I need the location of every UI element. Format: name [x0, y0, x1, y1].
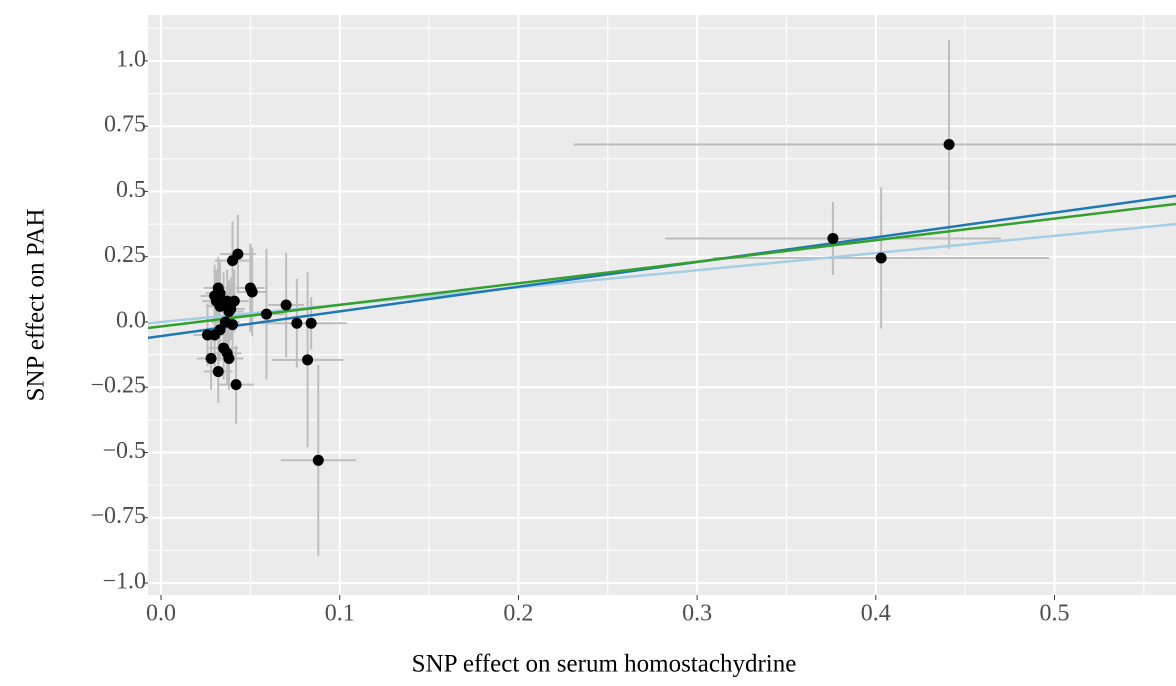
x-tick-label: 0.2 — [503, 601, 533, 627]
y-tick-label: −1.0 — [102, 568, 146, 594]
x-tick-label: 0.0 — [146, 601, 176, 627]
point — [214, 300, 226, 312]
x-tick-label: 0.5 — [1039, 601, 1069, 627]
point — [225, 303, 237, 315]
y-tick-label: 1.0 — [116, 46, 146, 72]
x-tick-label: 0.1 — [325, 601, 355, 627]
point — [280, 299, 292, 311]
point — [219, 316, 231, 328]
point — [205, 353, 217, 365]
y-axis-title: SNP effect on PAH — [23, 209, 50, 402]
x-tick-label: 0.3 — [682, 601, 712, 627]
y-tick-label: −0.5 — [102, 438, 146, 464]
point — [305, 317, 317, 329]
x-tick-label: 0.4 — [861, 601, 891, 627]
point — [214, 324, 226, 336]
x-axis-title: SNP effect on serum homostachydrine — [412, 651, 797, 678]
y-tick-label: 0.0 — [116, 307, 146, 333]
point — [291, 317, 303, 329]
point — [246, 286, 258, 298]
axes: 0.0 0.1 0.2 0.3 0.4 0.5 −1.0 −0.75 −0.5 −0.25 0.0 0… — [90, 46, 1069, 626]
point — [221, 347, 233, 359]
regression-line — [148, 202, 1176, 330]
y-tick-label: 0.75 — [104, 112, 146, 138]
y-tick-label: −0.25 — [90, 373, 146, 399]
point — [230, 379, 242, 391]
plot-area — [148, 40, 1176, 556]
y-tick-label: 0.5 — [116, 177, 146, 203]
point — [875, 252, 887, 264]
point — [214, 287, 226, 299]
y-tick-label: −0.75 — [90, 503, 146, 529]
y-tick-label: 0.25 — [104, 242, 146, 268]
panel — [148, 15, 1176, 595]
point — [943, 138, 955, 150]
point — [312, 454, 324, 466]
point — [227, 255, 239, 267]
point — [212, 366, 224, 378]
point — [260, 308, 272, 320]
grid — [148, 15, 1176, 595]
point — [302, 354, 314, 366]
point — [827, 232, 839, 244]
